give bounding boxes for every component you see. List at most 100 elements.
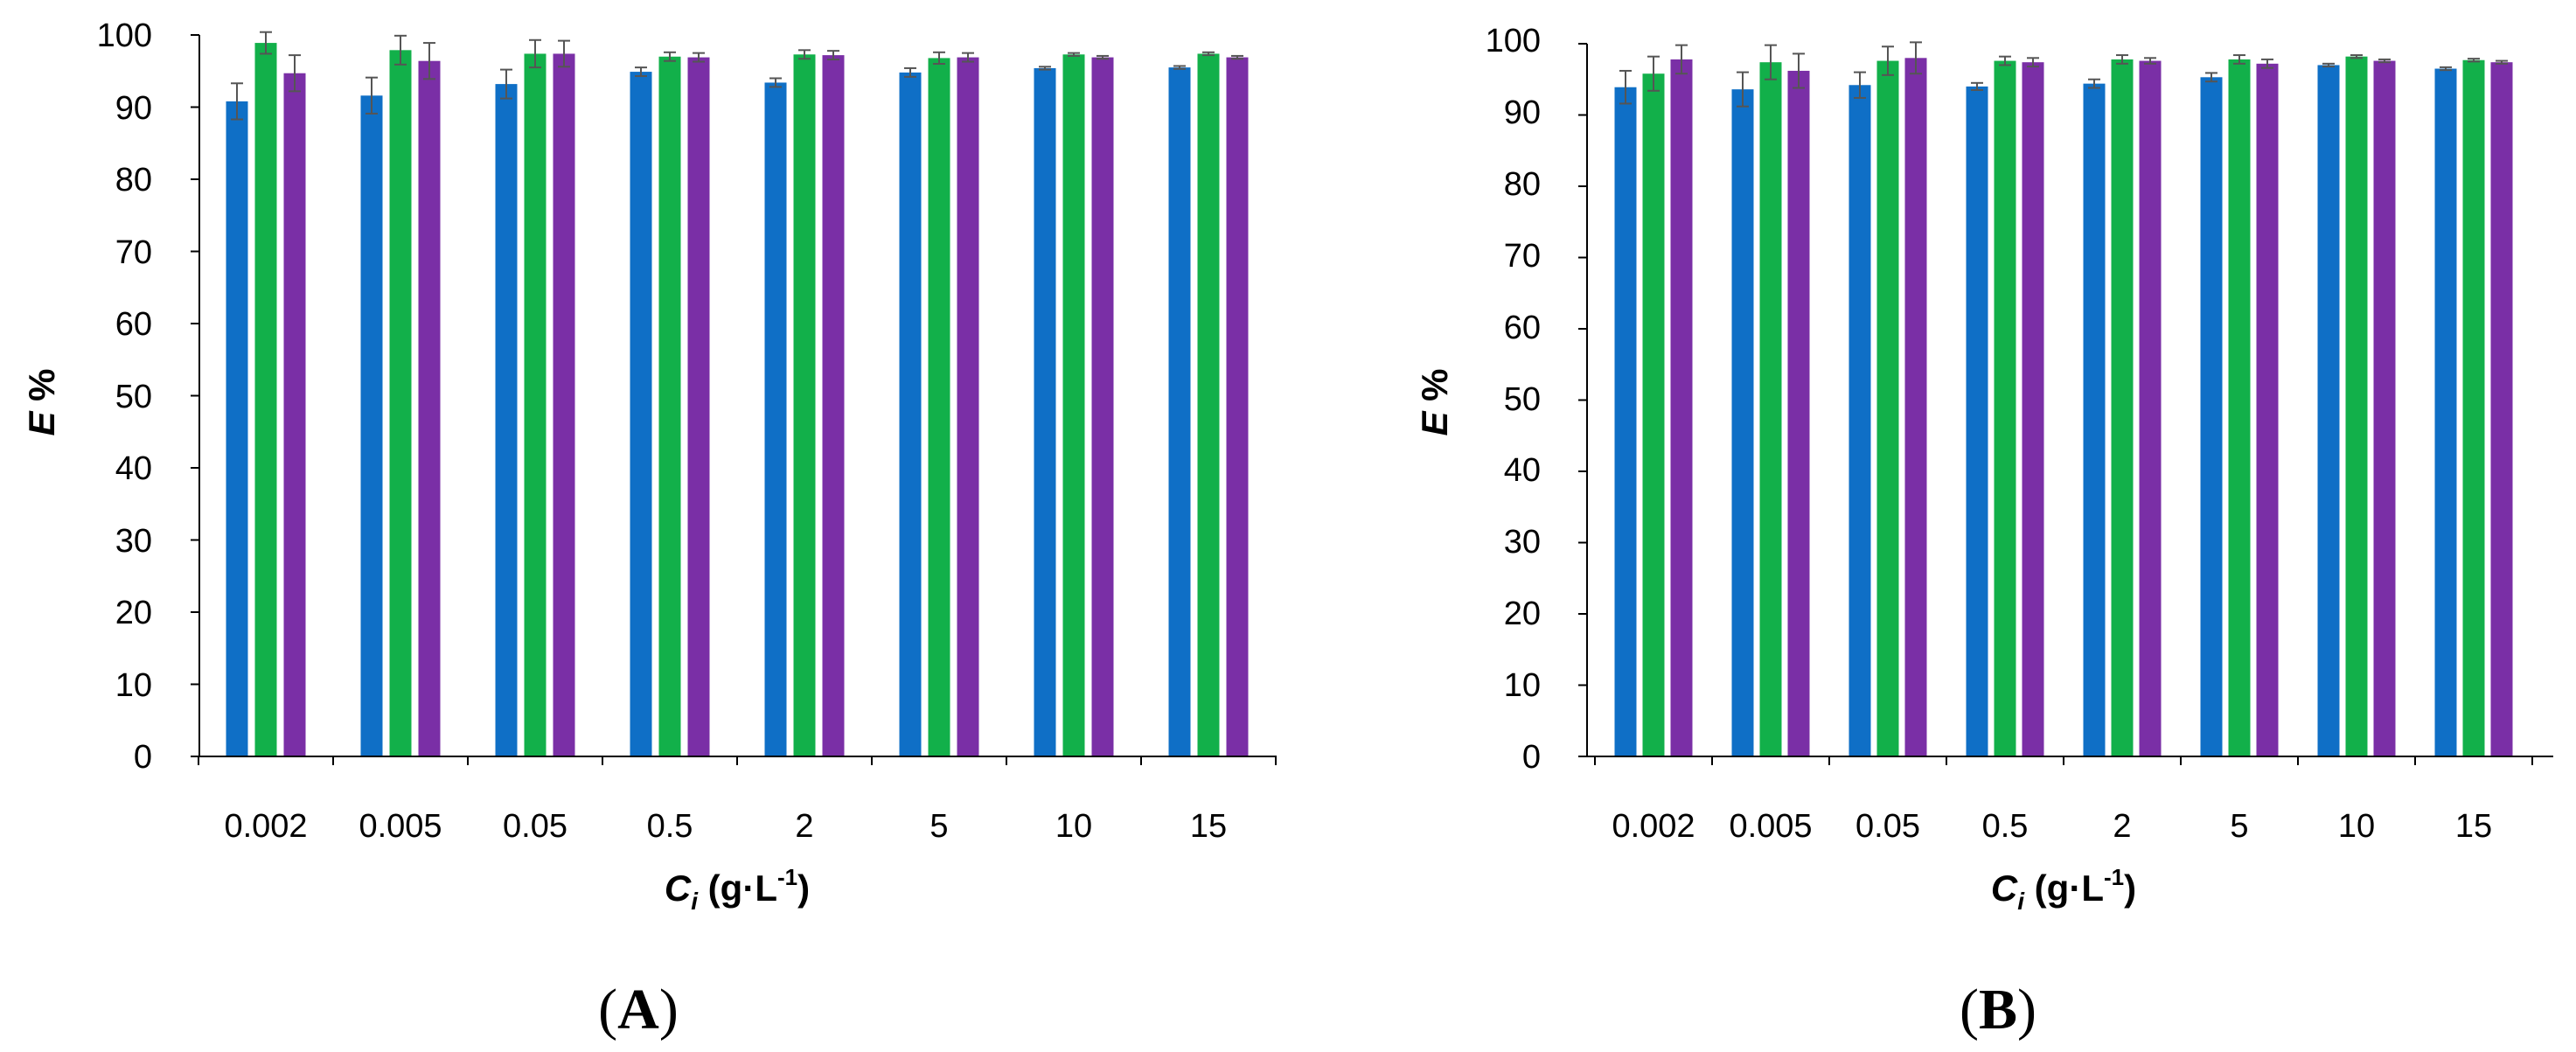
- x-tick-labels: 0.002 0.005 0.05 0.5 2 5 10 15: [1612, 808, 2492, 845]
- y-tick-label: 80: [115, 162, 152, 199]
- bar-1-0.5: [630, 72, 652, 756]
- x-tick-label: 0.5: [1982, 808, 2029, 845]
- x-tick-label: 15: [2455, 808, 2492, 845]
- y-tick-label: 10: [1504, 667, 1541, 704]
- error-bar-1-0.002: [231, 82, 243, 121]
- bar-1-2: [2083, 83, 2106, 756]
- y-tick-label: 90: [1504, 94, 1541, 131]
- error-bar-2-0.002: [260, 31, 272, 55]
- error-bar-2-2: [2116, 54, 2128, 65]
- bar-2-5: [2228, 59, 2251, 757]
- error-bar-2-0.005: [394, 34, 407, 66]
- error-bar-1-0.005: [366, 76, 378, 115]
- error-bar-1-15: [2440, 66, 2452, 72]
- bar-2-0.5: [1994, 60, 2016, 756]
- bar-3-5: [957, 57, 979, 756]
- bar-1-0.005: [360, 95, 383, 757]
- y-tick-label: 100: [1486, 23, 1541, 59]
- y-tick-label: 80: [1504, 166, 1541, 203]
- bars: [226, 31, 1249, 757]
- error-bar-1-2: [2088, 78, 2100, 89]
- bar-1-0.05: [1848, 85, 1871, 756]
- y-tick-label: 40: [115, 450, 152, 487]
- error-bar-1-10: [2322, 62, 2335, 68]
- error-bar-1-0.5: [635, 66, 647, 78]
- x-tick-label: 5: [929, 808, 948, 845]
- bar-1-0.005: [1731, 89, 1754, 756]
- axes: [191, 34, 1277, 765]
- error-bar-1-0.05: [500, 68, 512, 100]
- bar-1-0.5: [1966, 86, 1988, 756]
- error-bar-3-0.002: [1675, 44, 1688, 75]
- x-tick-label: 0.005: [359, 808, 442, 845]
- y-tick-label: 100: [97, 17, 152, 54]
- y-tick-label: 10: [115, 667, 152, 704]
- error-bar-1-0.005: [1737, 71, 1749, 108]
- chart-panel-a: 0 10 20 30 40 50 60 70 80 90 100 0.002 0…: [21, 17, 1277, 1042]
- bar-3-0.05: [1904, 58, 1927, 757]
- bar-2-0.002: [254, 43, 277, 756]
- axes: [1578, 43, 2553, 765]
- error-bar-2-15: [1202, 51, 1215, 57]
- x-tick-labels: 0.002 0.005 0.05 0.5 2 5 10 15: [224, 808, 1227, 845]
- x-tick-label: 0.05: [1855, 808, 1920, 845]
- x-tick-label: 5: [2230, 808, 2248, 845]
- x-tick-label: 0.005: [1729, 808, 1812, 845]
- bar-3-0.5: [687, 57, 710, 756]
- bar-3-10: [1091, 57, 1114, 756]
- error-bar-1-0.5: [1971, 81, 1983, 91]
- error-bar-1-10: [1039, 66, 1051, 71]
- bar-3-15: [1226, 57, 1249, 756]
- error-bar-1-0.05: [1854, 71, 1866, 99]
- error-bar-3-10: [1097, 54, 1109, 60]
- bar-2-0.005: [389, 50, 412, 756]
- bar-2-0.5: [658, 56, 681, 756]
- y-tick-label: 70: [1504, 238, 1541, 275]
- error-bar-1-2: [769, 77, 782, 88]
- bar-1-5: [899, 72, 922, 756]
- y-tick-label: 30: [115, 523, 152, 560]
- error-bar-2-0.005: [1765, 44, 1777, 80]
- bar-3-10: [2373, 60, 2396, 756]
- error-bar-2-0.05: [529, 38, 541, 69]
- error-bar-3-0.05: [558, 39, 570, 68]
- x-tick-label: 2: [2113, 808, 2131, 845]
- error-bar-3-0.005: [423, 42, 435, 80]
- bar-2-15: [1197, 53, 1220, 756]
- y-axis-title: E %: [1414, 368, 1455, 435]
- error-bar-3-0.005: [1793, 52, 1805, 89]
- error-bar-3-10: [2378, 58, 2391, 64]
- y-tick-label: 0: [1522, 739, 1541, 776]
- error-bar-1-0.002: [1619, 69, 1632, 105]
- chart-panel-b: 0 10 20 30 40 50 60 70 80 90 100 0.002 0…: [1414, 23, 2553, 1042]
- error-bar-3-5: [962, 52, 974, 63]
- bar-1-2: [764, 82, 787, 756]
- y-tick-label: 90: [115, 90, 152, 127]
- error-bar-2-0.5: [1999, 55, 2011, 66]
- error-bar-2-0.05: [1882, 45, 1894, 76]
- y-tick-label: 20: [115, 595, 152, 631]
- bar-3-5: [2256, 63, 2279, 756]
- x-tick-label: 0.002: [224, 808, 307, 845]
- error-bar-3-0.002: [289, 54, 301, 93]
- bar-2-2: [793, 54, 816, 756]
- panel-label: (A): [598, 978, 679, 1042]
- error-bar-3-15: [1231, 54, 1243, 60]
- y-tick-labels: 0 10 20 30 40 50 60 70 80 90 100: [97, 17, 152, 776]
- error-bar-1-15: [1173, 65, 1186, 70]
- bar-2-5: [928, 58, 950, 756]
- y-tick-label: 60: [1504, 310, 1541, 346]
- y-tick-label: 40: [1504, 452, 1541, 489]
- x-tick-label: 2: [795, 808, 813, 845]
- bar-3-0.05: [553, 53, 575, 756]
- bar-1-0.05: [495, 84, 518, 757]
- error-bar-3-2: [827, 50, 839, 61]
- y-tick-label: 0: [134, 739, 152, 776]
- error-bar-2-5: [933, 51, 945, 65]
- error-bar-2-5: [2233, 54, 2245, 65]
- y-tick-label: 30: [1504, 524, 1541, 561]
- bar-1-5: [2200, 77, 2223, 757]
- bar-2-0.005: [1759, 62, 1782, 756]
- bar-3-0.5: [2022, 62, 2044, 756]
- y-tick-label: 50: [1504, 381, 1541, 418]
